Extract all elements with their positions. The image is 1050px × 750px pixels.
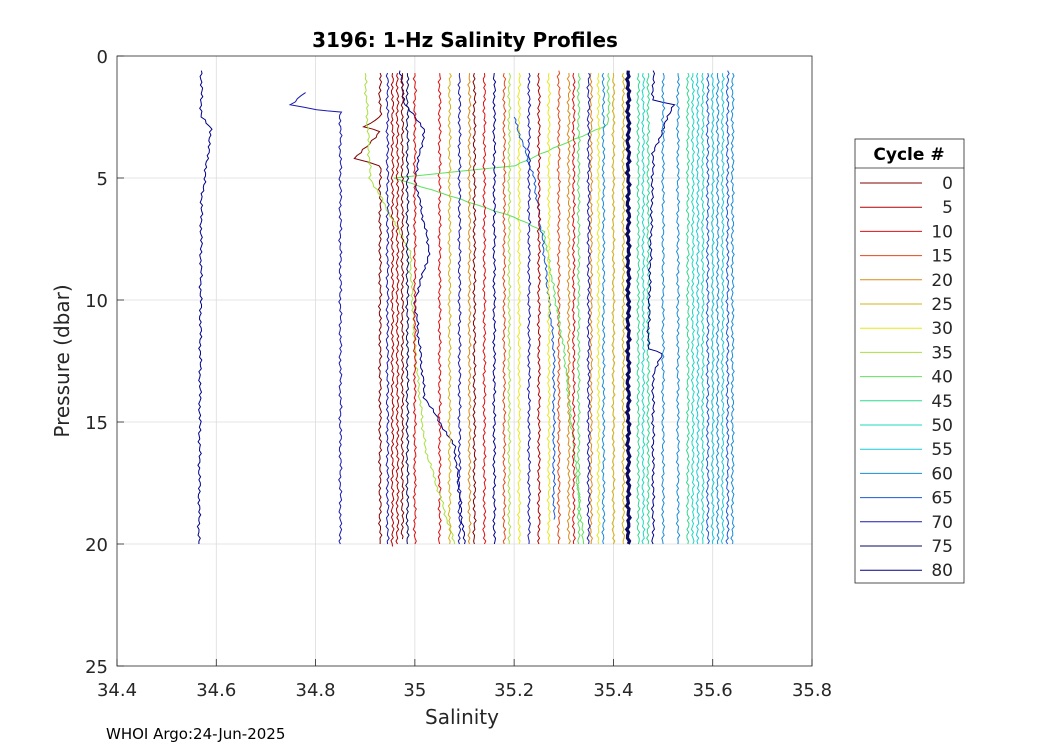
profile-line: [390, 73, 395, 547]
y-tick-label: 10: [85, 291, 108, 312]
legend-label: 25: [931, 295, 953, 315]
profile-line: [621, 72, 626, 545]
profile-line: [400, 73, 405, 540]
legend-label: 65: [931, 489, 953, 509]
profile-line: [506, 72, 512, 545]
chart-title: 3196: 1-Hz Salinity Profiles: [312, 28, 618, 52]
plot-frame: [116, 55, 813, 667]
profile-line: [596, 73, 601, 545]
profile-line: [447, 72, 452, 545]
legend-label: 20: [931, 271, 953, 291]
profile-line: [457, 73, 462, 545]
profile-line: [526, 72, 532, 545]
legend-label: 60: [931, 464, 953, 484]
legend-label: 0: [942, 174, 953, 194]
legend-label: 70: [931, 513, 953, 533]
profile-line: [536, 72, 542, 545]
x-tick-label: 34.8: [296, 680, 336, 701]
profile-line: [695, 72, 701, 545]
plot-area: [117, 56, 812, 666]
legend: Cycle # 0 5 10 15 20 25 30 35 40 45 50 55 60 65 70 75 80: [854, 138, 965, 584]
legend-label: 55: [931, 440, 953, 460]
legend-label: 40: [931, 368, 953, 388]
profile-line: [395, 72, 400, 545]
x-tick-label: 35.8: [792, 680, 832, 701]
profile-line: [467, 73, 472, 545]
legend-label: 75: [931, 537, 953, 557]
profile-line: [725, 70, 730, 545]
profile-line: [437, 73, 443, 545]
profile-line: [720, 73, 725, 545]
legend-label: 5: [942, 198, 953, 218]
profile-line: [566, 73, 571, 545]
legend-label: 30: [931, 319, 953, 339]
profile-line: [472, 72, 477, 545]
profile-line: [601, 72, 606, 545]
x-tick-label: 34.6: [196, 680, 236, 701]
y-tick-label: 5: [97, 169, 108, 190]
y-tick-label: 0: [97, 47, 108, 68]
legend-label: 10: [931, 222, 953, 242]
profile-line: [611, 73, 616, 545]
x-axis-label: Salinity: [425, 705, 499, 729]
series-layer: [196, 70, 735, 547]
legend-box: [854, 138, 965, 584]
x-tick-label: 35.2: [494, 680, 534, 701]
profile-line: [646, 70, 676, 545]
profile-line: [546, 73, 552, 545]
x-tick-label: 35.4: [593, 680, 633, 701]
legend-label: 45: [931, 392, 953, 412]
profile-line: [641, 72, 646, 545]
profile-line: [482, 73, 487, 545]
profile-line: [705, 72, 711, 545]
legend-title: Cycle #: [873, 145, 944, 165]
profile-line: [571, 72, 577, 545]
profile-line: [501, 72, 507, 545]
legend-entries: 0 5 10 15 20 25 30 35 40 45 50 55 60 65 70 75 80: [860, 174, 953, 581]
profile-line: [685, 72, 691, 545]
profile-line: [513, 116, 557, 520]
x-axis-ticks: 34.4 34.6 34.8 35 35.2 35.4 35.6 35.8: [97, 659, 832, 701]
profile-line: [385, 72, 390, 545]
profile-line: [576, 73, 582, 545]
profile-line: [288, 92, 343, 545]
profile-line: [710, 72, 716, 545]
profile-line: [586, 72, 591, 545]
profile-line: [660, 72, 666, 545]
profile-line: [393, 73, 611, 545]
y-axis-ticks: 0 5 10 15 20 25: [85, 47, 124, 678]
profile-line: [405, 73, 410, 545]
profile-line: [700, 72, 706, 545]
profile-line: [715, 73, 721, 545]
footer-credit: WHOI Argo:24-Jun-2025: [106, 725, 286, 743]
profile-line: [516, 72, 522, 545]
x-tick-label: 35: [403, 680, 426, 701]
x-tick-label: 35.6: [693, 680, 733, 701]
y-tick-label: 20: [85, 535, 108, 556]
profile-line: [353, 72, 383, 545]
profile-line: [730, 72, 735, 545]
profile-line: [363, 72, 456, 545]
legend-label: 80: [931, 561, 953, 581]
y-tick-label: 15: [85, 413, 108, 434]
y-axis-label: Pressure (dbar): [50, 284, 74, 437]
y-tick-label: 25: [85, 657, 108, 678]
profile-line: [624, 70, 632, 545]
x-tick-label: 34.4: [97, 680, 137, 701]
legend-label: 35: [931, 343, 953, 363]
profile-line: [491, 73, 497, 545]
legend-label: 15: [931, 247, 953, 267]
profile-line: [556, 70, 562, 545]
profile-line: [675, 73, 681, 545]
profile-line: [196, 70, 213, 544]
profile-line: [690, 73, 696, 545]
profile-line: [412, 73, 418, 545]
legend-label: 50: [931, 416, 953, 436]
profile-line: [635, 73, 641, 545]
